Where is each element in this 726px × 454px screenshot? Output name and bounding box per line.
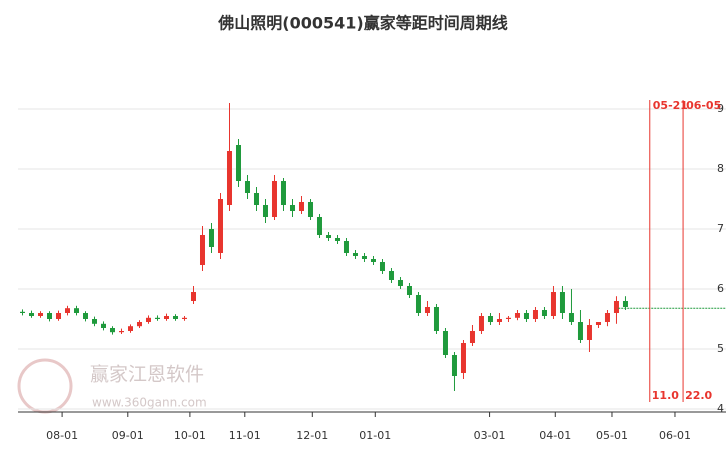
candle-body <box>289 205 295 211</box>
candle-body <box>469 331 475 343</box>
candle-body <box>433 307 439 331</box>
candle-body <box>379 262 385 271</box>
candle-body <box>388 271 394 280</box>
candle-body <box>145 317 151 322</box>
candle-body <box>163 316 169 319</box>
candle-body <box>271 181 277 217</box>
candle-body <box>226 151 232 205</box>
candle-body <box>361 256 367 259</box>
candle-body <box>280 181 286 205</box>
x-tick-label: 09-01 <box>112 429 144 442</box>
x-tick-label: 05-01 <box>596 429 628 442</box>
candle-body <box>298 202 304 211</box>
cycle-count: 22.0 <box>685 389 712 402</box>
candle-body <box>532 310 538 319</box>
x-tick-label: 08-01 <box>46 429 78 442</box>
y-tick-label: 6 <box>717 282 724 295</box>
cycle-date: 06-05 <box>686 99 721 112</box>
candle-body <box>496 319 502 322</box>
candle-body <box>253 193 259 205</box>
y-tick-label: 9 <box>717 102 724 115</box>
candle-body <box>514 313 520 318</box>
candle-body <box>199 235 205 265</box>
candle-body <box>172 316 178 319</box>
candle-body <box>424 307 430 313</box>
candle-body <box>55 313 61 319</box>
watermark-text: 赢家江恩软件 <box>90 364 204 386</box>
candle-body <box>559 292 565 313</box>
x-tick-label: 03-01 <box>474 429 506 442</box>
watermark-url: www.360gann.com <box>92 396 207 410</box>
x-tick-label: 01-01 <box>359 429 391 442</box>
candle-body <box>622 301 628 307</box>
candle-body <box>316 217 322 235</box>
candle-body <box>541 310 547 316</box>
candle-body <box>73 308 79 313</box>
cycle-count: 11.0 <box>652 389 679 402</box>
x-tick-label: 12-01 <box>296 429 328 442</box>
watermark-logo <box>17 358 73 414</box>
candle-body <box>370 259 376 262</box>
y-tick-label: 8 <box>717 162 724 175</box>
candle-body <box>487 316 493 322</box>
x-tick-label: 10-01 <box>174 429 206 442</box>
cycle-date: 05-21 <box>653 99 688 112</box>
candle-body <box>595 322 601 325</box>
x-tick-label: 04-01 <box>539 429 571 442</box>
candle-body <box>190 292 196 301</box>
candle-body <box>262 205 268 217</box>
candle-body <box>451 355 457 376</box>
candle-body <box>586 325 592 340</box>
candle-body <box>109 328 115 333</box>
candle-body <box>244 181 250 193</box>
candle-body <box>127 326 133 331</box>
candle-body <box>100 323 106 328</box>
candle-body <box>208 229 214 247</box>
candle-body <box>415 295 421 313</box>
candle-body <box>136 322 142 327</box>
candle-body <box>442 331 448 355</box>
candle-body <box>307 202 313 217</box>
chart-title: 佛山照明(000541)赢家等距时间周期线 <box>217 14 507 33</box>
candle-body <box>217 199 223 253</box>
candle-body <box>397 280 403 286</box>
y-tick-label: 4 <box>717 402 724 415</box>
y-tick-label: 7 <box>717 222 724 235</box>
candle-body <box>523 313 529 319</box>
x-tick-label: 11-01 <box>229 429 261 442</box>
candle-body <box>613 301 619 313</box>
candle-body <box>91 319 97 324</box>
candle-body <box>118 331 124 333</box>
candle-body <box>568 313 574 322</box>
y-tick-label: 5 <box>717 342 724 355</box>
candle-body <box>334 238 340 241</box>
candle-body <box>604 313 610 322</box>
x-tick-label: 06-01 <box>659 429 691 442</box>
candle-body <box>352 253 358 256</box>
candle-body <box>64 308 70 313</box>
candle-body <box>505 317 511 319</box>
candle-body <box>343 241 349 253</box>
candle-body <box>460 343 466 373</box>
candle-body <box>46 313 52 319</box>
candle-body <box>550 292 556 316</box>
candle-body <box>181 317 187 319</box>
candle-body <box>325 235 331 238</box>
candle-body <box>478 316 484 331</box>
candle-body <box>82 313 88 319</box>
candle-body <box>577 322 583 340</box>
candle-body <box>235 145 241 181</box>
candle-body <box>28 313 34 316</box>
candle-body <box>154 317 160 319</box>
candle-body <box>37 313 43 316</box>
candle-body <box>406 286 412 295</box>
candle-body <box>19 311 25 313</box>
